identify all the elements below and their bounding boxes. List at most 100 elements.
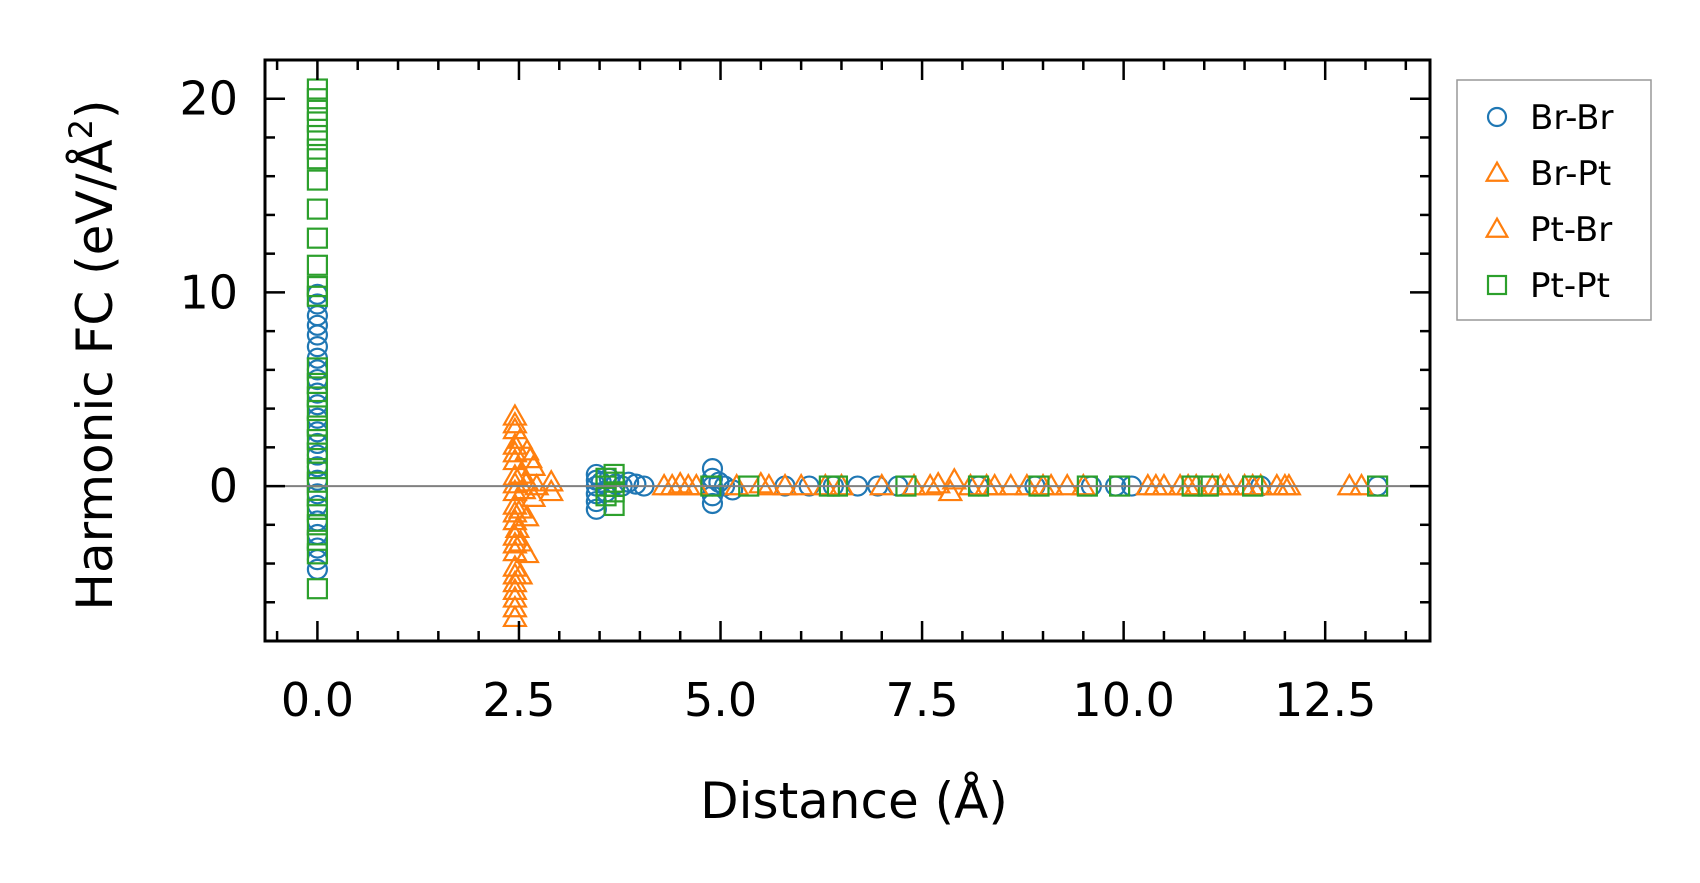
data-point-br-pt <box>507 426 534 449</box>
data-point-pt-br <box>523 472 550 496</box>
data-point-br-pt <box>723 472 750 496</box>
data-point-pt-br <box>1272 472 1298 496</box>
data-point-pt-br <box>659 472 685 496</box>
data-point-pt-pt <box>306 124 329 147</box>
data-point-pt-pt <box>306 442 329 464</box>
data-point-pt-br <box>917 472 943 496</box>
data-point-br-br <box>625 473 647 495</box>
data-point-br-pt <box>868 472 895 496</box>
data-point-pt-br <box>502 562 528 585</box>
legend-marker-pt-br <box>1484 216 1510 238</box>
data-point-br-br <box>306 336 329 358</box>
legend-marker-pt-pt <box>1486 274 1508 296</box>
data-point-pt-br <box>504 515 531 538</box>
data-point-pt-pt <box>306 111 329 133</box>
x-tick-label: 10.0 <box>1072 673 1174 727</box>
data-point-pt-br <box>502 531 528 554</box>
data-point-pt-pt <box>306 227 329 249</box>
data-point-br-br <box>306 314 329 336</box>
data-point-pt-pt <box>603 463 625 486</box>
data-point-br-pt <box>502 585 528 608</box>
data-point-pt-pt <box>603 494 625 517</box>
data-point-pt-pt <box>306 498 329 520</box>
x-tick-label: 0.0 <box>281 673 354 727</box>
legend-label-pt-br: Pt-Br <box>1530 210 1612 250</box>
data-point-br-br <box>306 394 329 416</box>
data-point-pt-pt <box>306 529 329 551</box>
x-axis-label: Distance (Å) <box>700 772 1008 830</box>
x-tick-label: 12.5 <box>1274 673 1376 727</box>
y-tick-label: 10 <box>179 265 238 319</box>
data-point-pt-pt <box>306 138 329 160</box>
data-point-pt-pt <box>306 198 329 220</box>
data-point-pt-pt <box>306 399 329 422</box>
data-point-pt-br <box>1239 472 1266 496</box>
data-point-pt-pt <box>306 428 329 451</box>
data-markers <box>306 78 1389 628</box>
data-point-br-pt <box>667 470 694 494</box>
data-point-br-pt <box>788 472 814 496</box>
data-point-pt-pt <box>306 386 329 408</box>
data-point-pt-pt <box>306 169 329 191</box>
y-tick-label: 20 <box>179 72 238 126</box>
data-point-br-pt <box>502 403 528 426</box>
data-point-br-pt <box>937 478 964 502</box>
data-point-pt-pt <box>306 99 329 121</box>
data-point-pt-br <box>675 472 702 496</box>
data-point-pt-br <box>502 577 528 600</box>
data-point-pt-pt <box>306 514 329 536</box>
data-point-br-pt <box>502 432 528 455</box>
data-point-pt-pt <box>306 415 329 437</box>
legend-label-pt-pt: Pt-Pt <box>1530 266 1610 306</box>
data-point-pt-br <box>502 410 528 434</box>
data-point-pt-br <box>973 472 1000 496</box>
data-point-br-pt <box>1054 472 1081 496</box>
data-point-pt-pt <box>306 471 329 493</box>
data-point-br-pt <box>901 472 927 496</box>
data-point-br-pt <box>957 472 984 496</box>
legend-label-br-pt: Br-Pt <box>1530 154 1611 194</box>
data-point-pt-br <box>1207 472 1234 496</box>
legend-label-br-br: Br-Br <box>1530 98 1614 138</box>
data-point-br-pt <box>925 470 952 494</box>
data-point-pt-pt <box>306 543 329 565</box>
y-tick-label: 0 <box>209 459 238 513</box>
y-axis-label: Harmonic FC (eV/Å2) <box>62 99 124 610</box>
data-point-br-br <box>701 458 724 480</box>
data-point-br-pt <box>1014 472 1040 496</box>
y-axis-label-superscript: 2 <box>62 119 100 139</box>
data-point-br-pt <box>772 472 798 496</box>
data-point-pt-br <box>1143 472 1169 496</box>
data-point-pt-pt <box>306 578 329 600</box>
data-point-br-pt <box>997 472 1024 496</box>
data-point-pt-pt <box>306 275 329 298</box>
x-tick-label: 7.5 <box>885 673 958 727</box>
data-point-br-pt <box>502 463 528 486</box>
data-point-pt-pt <box>595 467 617 489</box>
data-point-pt-pt <box>306 458 329 480</box>
data-point-pt-pt <box>306 372 329 395</box>
data-point-br-pt <box>507 529 534 552</box>
x-tick-label: 5.0 <box>684 673 757 727</box>
data-point-pt-pt <box>306 357 329 379</box>
axis-ticks <box>265 58 1430 641</box>
tick-labels: 0.0 2.5 5.0 7.5 10.0 12.5 0 10 20 <box>179 72 1376 727</box>
x-tick-label: 2.5 <box>482 673 555 727</box>
data-point-pt-br <box>1038 472 1064 496</box>
data-point-br-pt <box>502 523 528 546</box>
y-axis-label-main: Harmonic FC (eV/Å <box>66 139 124 610</box>
data-point-pt-br <box>756 472 782 496</box>
data-point-br-pt <box>538 469 565 492</box>
data-point-br-pt <box>520 484 547 507</box>
data-point-br-pt <box>748 470 774 494</box>
data-point-pt-br <box>517 445 544 469</box>
legend: Br-Br Br-Pt Pt-Br Pt-Pt <box>1456 79 1652 321</box>
legend-marker-br-pt <box>1484 160 1510 182</box>
plot-frame <box>263 58 1432 643</box>
legend-marker-br-br <box>1486 106 1508 128</box>
data-point-br-pt <box>1348 472 1375 496</box>
data-point-br-pt <box>941 467 968 490</box>
data-point-br-br <box>701 492 724 515</box>
data-point-pt-br <box>502 440 528 463</box>
